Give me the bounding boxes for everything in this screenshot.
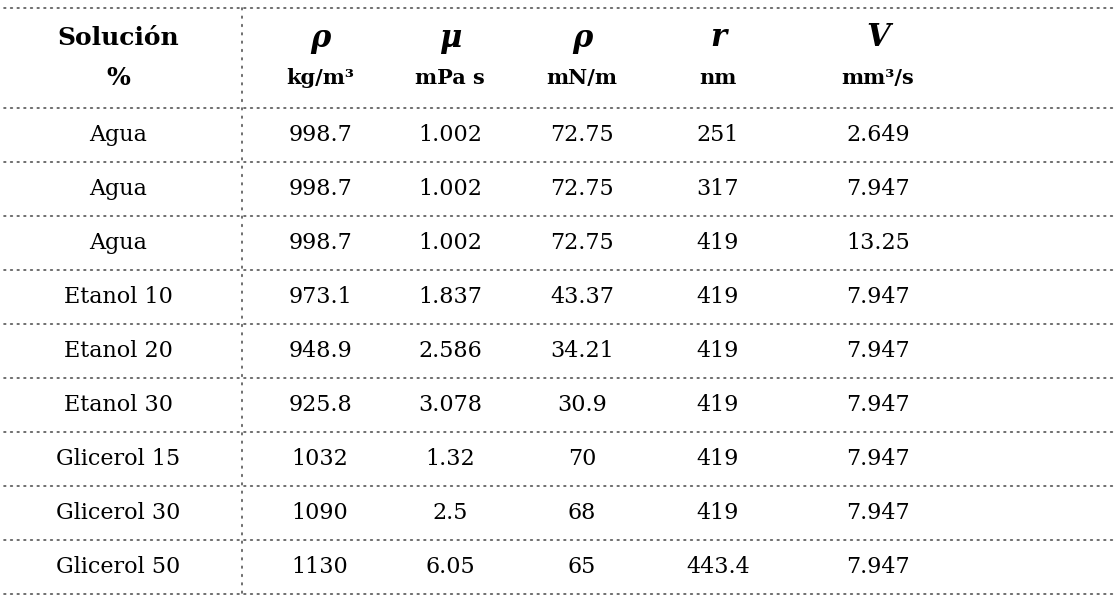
Text: 72.75: 72.75	[551, 232, 614, 254]
Text: mPa s: mPa s	[415, 68, 485, 88]
Text: Etanol 10: Etanol 10	[64, 286, 172, 308]
Text: 419: 419	[697, 502, 740, 524]
Text: mm³/s: mm³/s	[841, 68, 914, 88]
Text: 1.002: 1.002	[419, 232, 482, 254]
Text: 7.947: 7.947	[846, 286, 910, 308]
Text: 7.947: 7.947	[846, 556, 910, 578]
Text: 419: 419	[697, 286, 740, 308]
Text: 419: 419	[697, 340, 740, 362]
Text: 7.947: 7.947	[846, 340, 910, 362]
Text: 419: 419	[697, 448, 740, 470]
Text: 1130: 1130	[292, 556, 348, 578]
Text: 7.947: 7.947	[846, 178, 910, 200]
Text: 998.7: 998.7	[288, 124, 351, 146]
Text: 1.837: 1.837	[419, 286, 482, 308]
Text: ρ: ρ	[310, 22, 330, 54]
Text: 2.649: 2.649	[846, 124, 910, 146]
Text: 1090: 1090	[292, 502, 348, 524]
Text: 65: 65	[567, 556, 596, 578]
Text: 1032: 1032	[292, 448, 348, 470]
Text: 443.4: 443.4	[686, 556, 750, 578]
Text: 1.002: 1.002	[419, 124, 482, 146]
Text: 998.7: 998.7	[288, 178, 351, 200]
Text: 6.05: 6.05	[425, 556, 474, 578]
Text: 251: 251	[697, 124, 740, 146]
Text: 7.947: 7.947	[846, 394, 910, 416]
Text: 72.75: 72.75	[551, 178, 614, 200]
Text: 925.8: 925.8	[288, 394, 351, 416]
Text: 1.32: 1.32	[425, 448, 474, 470]
Text: 419: 419	[697, 232, 740, 254]
Text: 68: 68	[567, 502, 596, 524]
Text: 30.9: 30.9	[557, 394, 606, 416]
Text: μ: μ	[439, 22, 461, 54]
Text: Agua: Agua	[90, 232, 147, 254]
Text: 7.947: 7.947	[846, 448, 910, 470]
Text: V: V	[866, 22, 890, 54]
Text: 43.37: 43.37	[551, 286, 614, 308]
Text: 72.75: 72.75	[551, 124, 614, 146]
Text: Agua: Agua	[90, 124, 147, 146]
Text: 13.25: 13.25	[846, 232, 910, 254]
Text: 2.586: 2.586	[419, 340, 482, 362]
Text: mN/m: mN/m	[546, 68, 618, 88]
Text: Etanol 20: Etanol 20	[64, 340, 172, 362]
Text: 419: 419	[697, 394, 740, 416]
Text: Solución: Solución	[57, 26, 179, 50]
Text: 317: 317	[697, 178, 740, 200]
Text: 998.7: 998.7	[288, 232, 351, 254]
Text: r: r	[709, 22, 726, 54]
Text: Agua: Agua	[90, 178, 147, 200]
Text: nm: nm	[699, 68, 736, 88]
Text: 3.078: 3.078	[419, 394, 482, 416]
Text: 948.9: 948.9	[288, 340, 351, 362]
Text: 70: 70	[567, 448, 596, 470]
Text: %: %	[106, 66, 130, 90]
Text: ρ: ρ	[572, 22, 592, 54]
Text: 7.947: 7.947	[846, 502, 910, 524]
Text: 34.21: 34.21	[551, 340, 614, 362]
Text: Etanol 30: Etanol 30	[64, 394, 172, 416]
Text: 973.1: 973.1	[288, 286, 351, 308]
Text: 2.5: 2.5	[432, 502, 468, 524]
Text: kg/m³: kg/m³	[286, 68, 354, 88]
Text: Glicerol 30: Glicerol 30	[56, 502, 180, 524]
Text: Glicerol 15: Glicerol 15	[56, 448, 180, 470]
Text: 1.002: 1.002	[419, 178, 482, 200]
Text: Glicerol 50: Glicerol 50	[56, 556, 180, 578]
